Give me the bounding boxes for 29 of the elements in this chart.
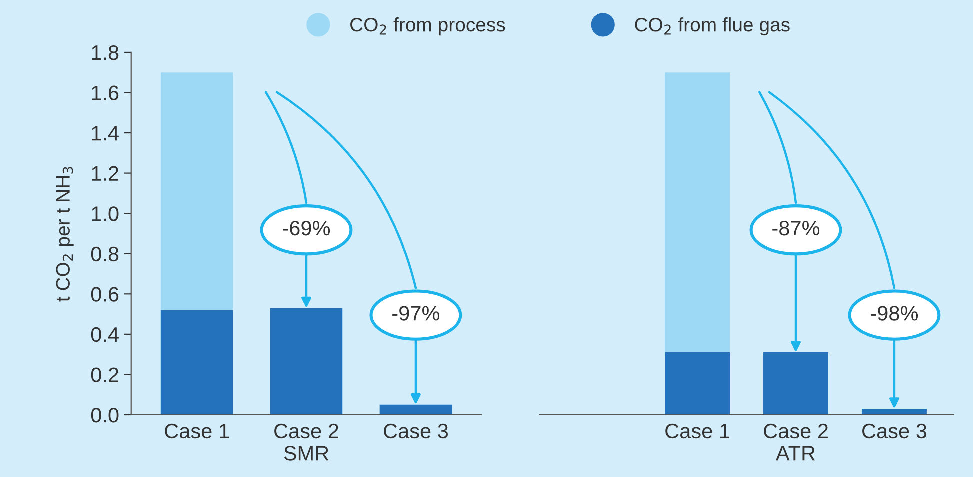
y-tick-label: 0.6 bbox=[91, 287, 119, 302]
legend-label: CO$_{2}$ from process bbox=[350, 18, 506, 36]
annotation: -69% bbox=[283, 220, 330, 236]
y-tick-label: 0.8 bbox=[91, 246, 119, 262]
bar bbox=[270, 308, 343, 415]
x-tick-label: Case 2 bbox=[274, 424, 338, 439]
legend-label: CO$_{2}$ from flue gas bbox=[635, 18, 790, 36]
y-tick-label: 1.0 bbox=[92, 206, 119, 222]
x-axis-title: ATR bbox=[776, 446, 816, 461]
y-axis-title: t CO$_{2}$ per t NH$_{3}$ bbox=[56, 167, 74, 302]
bar bbox=[160, 310, 234, 415]
y-tick-label: 1.4 bbox=[92, 126, 119, 141]
x-tick-label: Case 3 bbox=[384, 424, 448, 439]
annotation: -97% bbox=[392, 306, 440, 321]
x-axis-title: SMR bbox=[284, 446, 329, 461]
y-tick-label: 1.8 bbox=[92, 45, 119, 60]
bar bbox=[380, 404, 452, 415]
y-tick-label: 0.2 bbox=[91, 368, 119, 382]
x-tick-label: Case 1 bbox=[666, 424, 730, 439]
y-tick-label: 1.2 bbox=[92, 166, 119, 181]
y-tick-label: 0.0 bbox=[91, 408, 119, 423]
x-tick-label: Case 1 bbox=[165, 424, 230, 439]
x-tick-label: Case 2 bbox=[764, 424, 828, 439]
bar bbox=[160, 72, 234, 310]
annotation: -87% bbox=[772, 220, 820, 236]
annotation: -98% bbox=[871, 306, 918, 321]
y-tick-label: 0.4 bbox=[91, 327, 119, 342]
x-tick-label: Case 3 bbox=[862, 424, 927, 439]
y-tick-label: 1.6 bbox=[92, 86, 119, 101]
